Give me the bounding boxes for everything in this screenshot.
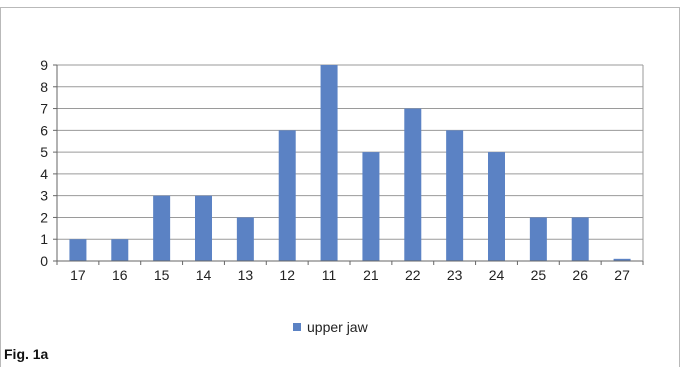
x-tick-label: 12	[279, 267, 295, 283]
bar	[488, 152, 505, 261]
y-tick-label: 0	[40, 253, 48, 269]
x-tick-label: 21	[363, 267, 379, 283]
x-tick-labels: 17 16 15 14 13 12 11 21 22 23 24 25 26 27	[70, 267, 630, 283]
bar	[404, 108, 422, 261]
legend-label: upper jaw	[307, 319, 369, 335]
y-tick-label: 6	[40, 122, 48, 138]
x-tick-label: 14	[196, 267, 212, 283]
bar	[613, 258, 631, 261]
bar	[446, 130, 464, 261]
x-tick-label: 27	[614, 267, 630, 283]
grid-lines	[57, 64, 643, 240]
bar	[362, 152, 380, 261]
y-tick-label: 2	[40, 209, 48, 225]
legend: upper jaw	[293, 319, 369, 335]
x-tick-label: 26	[572, 267, 588, 283]
x-tick-label: 24	[489, 267, 505, 283]
axes	[53, 64, 644, 265]
y-tick-label: 8	[40, 79, 48, 95]
y-tick-label: 7	[40, 101, 48, 117]
bar	[69, 239, 87, 261]
x-tick-label: 22	[405, 267, 421, 283]
figure-caption: Fig. 1a	[4, 346, 49, 362]
x-tick-label: 11	[322, 267, 337, 283]
bar	[320, 65, 338, 261]
figure-frame	[0, 7, 680, 367]
x-tick-label: 23	[447, 267, 463, 283]
x-tick-label: 25	[531, 267, 547, 283]
y-tick-label: 3	[40, 188, 48, 204]
x-tick-label: 17	[70, 267, 86, 283]
y-tick-label: 1	[40, 231, 48, 247]
bar	[236, 217, 254, 261]
y-tick-labels: 0 1 2 3 4 5 6 7 8 9	[40, 57, 48, 269]
y-tick-label: 4	[40, 166, 48, 182]
bar	[278, 130, 296, 261]
bar	[195, 195, 212, 261]
bar	[529, 217, 547, 261]
bars	[69, 65, 631, 261]
y-tick-label: 9	[40, 57, 48, 73]
bar	[153, 195, 171, 261]
bar	[571, 217, 589, 261]
legend-swatch	[293, 323, 301, 331]
y-tick-label: 5	[40, 144, 48, 160]
bar	[111, 239, 129, 261]
x-tick-label: 16	[112, 267, 128, 283]
x-tick-label: 13	[238, 267, 254, 283]
x-tick-label: 15	[154, 267, 170, 283]
